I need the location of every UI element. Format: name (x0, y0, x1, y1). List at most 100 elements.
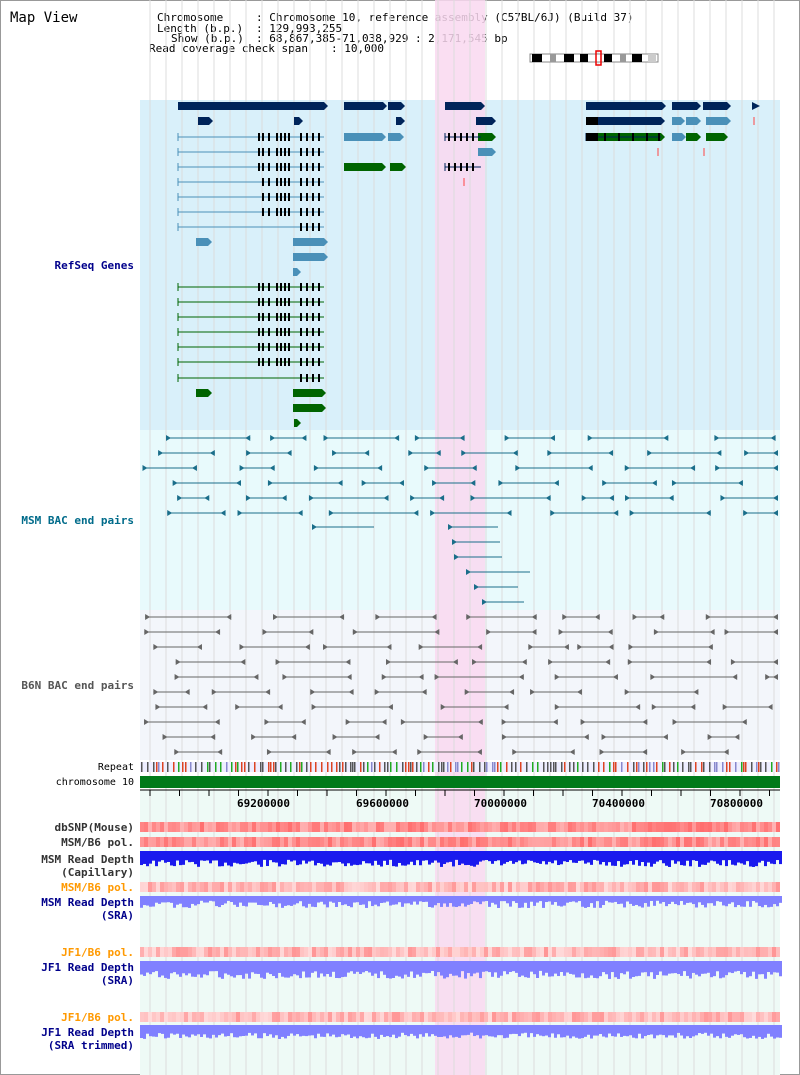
dbsnp-cell (720, 822, 724, 832)
jf1-pol-trim-cell (252, 1012, 256, 1022)
b6n-bac-label[interactable]: B6N BAC end pairs (21, 679, 134, 692)
jf1-depth-bar (308, 961, 311, 978)
msm-depth-sra-bar (257, 896, 260, 905)
jf1-pol-trim-cell (248, 1012, 252, 1022)
msm-depth-bar (428, 851, 431, 865)
msm-depth-bar (572, 851, 575, 863)
exon (276, 148, 278, 156)
b6n-pair-end (605, 659, 611, 665)
msm-b6-pol-label[interactable]: MSM/B6 pol. (61, 836, 134, 849)
msm-pol-cell (760, 837, 764, 847)
jf1-depth-bar (446, 961, 449, 978)
jf1-depth-bar (425, 961, 428, 974)
msm-depth-bar (167, 851, 170, 862)
msm-pol-sra-cell (556, 882, 560, 892)
repeat-mark (207, 762, 209, 772)
dbsnp-cell (540, 822, 544, 832)
msm-pair-end (550, 510, 556, 516)
jf1-pol-trim-cell (168, 1012, 172, 1022)
msm-depth-sra-bar (740, 896, 743, 907)
jf1-depth-trim-bar (152, 1025, 155, 1037)
b6n-pair-end (583, 734, 589, 740)
jf1-read-depth-trim-label[interactable]: JF1 Read Depth (41, 1026, 134, 1039)
jf1-pol-cell (580, 947, 584, 957)
jf1-depth-bar (362, 961, 365, 973)
msm-depth-sra-bar (296, 896, 299, 904)
jf1-depth-bar (569, 961, 572, 974)
msm-bac-label[interactable]: MSM BAC end pairs (21, 514, 134, 527)
exon (300, 178, 302, 186)
msm-pol-sra-cell (184, 882, 188, 892)
dbsnp-cell (568, 822, 572, 832)
msm-pair-end (267, 480, 273, 486)
msm-read-depth-sra-label[interactable]: MSM Read Depth (41, 896, 134, 909)
dbsnp-cell (544, 822, 548, 832)
msm-pair-end (323, 435, 329, 441)
b6n-pair-end (531, 629, 537, 635)
jf1-depth-trim-bar (302, 1025, 305, 1036)
jf1-pol-cell (476, 947, 480, 957)
jf1-pol-trim-cell (544, 1012, 548, 1022)
jf1-read-depth-sra-label[interactable]: JF1 Read Depth (41, 961, 134, 974)
dbsnp-cell (716, 822, 720, 832)
repeat-label: Repeat (97, 762, 134, 773)
jf1-pol-trim-cell (404, 1012, 408, 1022)
msm-depth-bar (683, 851, 686, 866)
msm-depth-sra-bar (158, 896, 161, 904)
exon (306, 223, 308, 231)
msm-pol-sra-cell (404, 882, 408, 892)
msm-depth-sra-bar (182, 896, 185, 908)
jf1-depth-bar (458, 961, 461, 978)
b6n-pair-end (464, 689, 470, 695)
jf1-b6-pol-trim-label[interactable]: JF1/B6 pol. (61, 1011, 134, 1024)
exon (288, 343, 290, 351)
exon (318, 208, 320, 216)
jf1-b6-pol-label[interactable]: JF1/B6 pol. (61, 946, 134, 959)
jf1-depth-bar (236, 961, 239, 976)
msm-depth-bar (146, 851, 149, 867)
jf1-depth-trim-bar (446, 1025, 449, 1039)
jf1-depth-bar (164, 961, 167, 978)
repeat-mark (537, 762, 539, 772)
jf1-depth-trim-bar (704, 1025, 707, 1033)
jf1-depth-bar (632, 961, 635, 978)
msm-depth-bar (251, 851, 254, 862)
msm-pol-cell (452, 837, 456, 847)
exon (306, 313, 308, 321)
msm-depth-bar (494, 851, 497, 862)
msm-pair-end (671, 480, 677, 486)
jf1-pol-cell (448, 947, 452, 957)
dbsnp-label[interactable]: dbSNP(Mouse) (54, 821, 134, 834)
msm-pair-end (297, 510, 303, 516)
refseq-genes-label[interactable]: RefSeq Genes (54, 259, 134, 272)
msm-pol-cell (520, 837, 524, 847)
msm-depth-bar (221, 851, 224, 867)
jf1-pol-cell (544, 947, 548, 957)
jf1-pol-cell (224, 947, 228, 957)
dbsnp-cell (364, 822, 368, 832)
msm-pol-sra-cell (712, 882, 716, 892)
jf1-pol-trim-cell (500, 1012, 504, 1022)
jf1-depth-bar (587, 961, 590, 978)
jf1-depth-bar (206, 961, 209, 976)
msm-depth-sra-bar (560, 896, 563, 907)
msm-pair-end (482, 599, 487, 605)
jf1-depth-trim-bar (386, 1025, 389, 1037)
msm-pair-end (435, 450, 441, 456)
msm-pair-end (410, 495, 416, 501)
msm-b6-pol-sra-label[interactable]: MSM/B6 pol. (61, 881, 134, 894)
jf1-depth-trim-bar (269, 1025, 272, 1035)
exon (306, 193, 308, 201)
dbsnp-cell (684, 822, 688, 832)
jf1-pol-trim-cell (228, 1012, 232, 1022)
msm-pair-end (313, 465, 319, 471)
msm-read-depth-capillary-label[interactable]: MSM Read Depth (41, 853, 134, 866)
repeat-mark (741, 762, 743, 772)
dbsnp-cell (276, 822, 280, 832)
dbsnp-cell (448, 822, 452, 832)
gene-block (396, 117, 401, 125)
msm-depth-bar (509, 851, 512, 861)
msm-depth-sra-bar (167, 896, 170, 903)
msm-pol-sra-cell (436, 882, 440, 892)
